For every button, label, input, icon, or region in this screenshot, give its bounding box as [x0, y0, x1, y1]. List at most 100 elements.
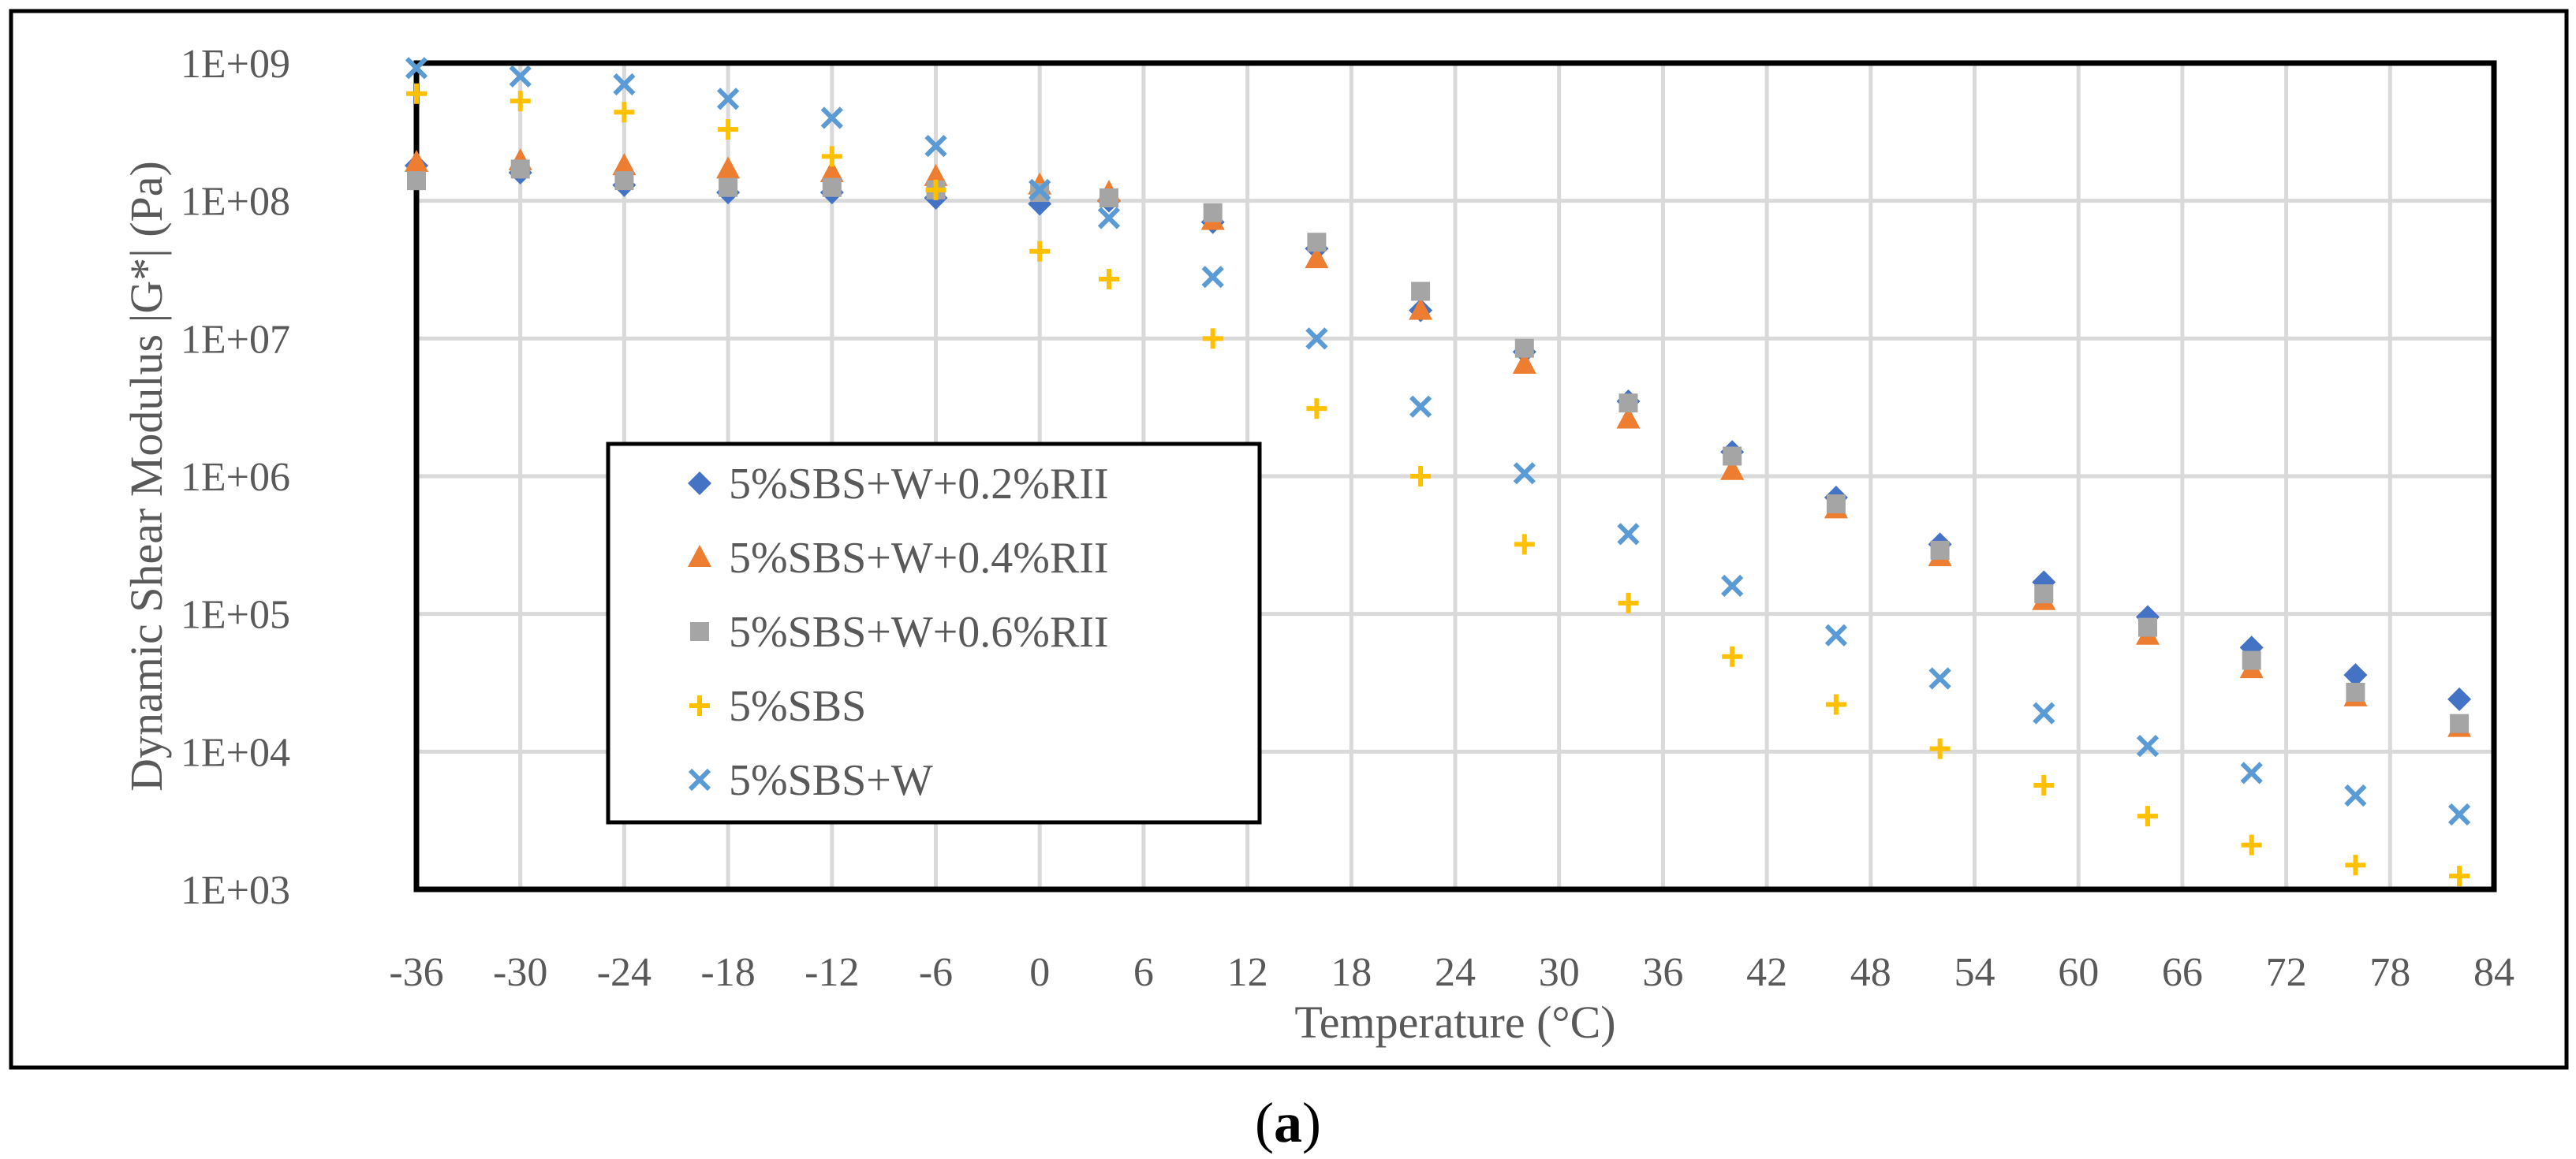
data-point-s1-12 [1616, 406, 1641, 429]
data-point-s3-18 [2241, 834, 2262, 855]
data-point-s3-0 [406, 83, 427, 104]
x-tick-label: -12 [805, 950, 859, 995]
legend-entry-3: 5%SBS [689, 682, 866, 731]
data-point-s2-3 [719, 177, 738, 197]
legend-entries: 5%SBS+W+0.2%RII 5%SBS+W+0.4%RII 5%SBS+W+0.… [688, 460, 1109, 805]
data-point-s1-13 [1720, 457, 1745, 480]
legend-label-3: 5%SBS [729, 682, 866, 731]
data-point-s3-13 [1722, 646, 1743, 667]
data-point-s2-20 [2450, 714, 2470, 733]
data-point-s3-5 [925, 179, 946, 200]
x-tick-label: 12 [1227, 950, 1268, 995]
caption-close-paren: ) [1302, 1091, 1321, 1154]
x-tick-labels: -36 -30 -24 -18 -12 -6 0 6 12 18 24 30 36 42 48 54 60 66 7… [389, 950, 2514, 995]
data-point-s1-11 [1512, 352, 1536, 375]
x-tick-label: 30 [1539, 950, 1580, 995]
data-point-s3-9 [1306, 398, 1327, 419]
data-point-s4-14 [1824, 624, 1848, 647]
x-tick-label: -6 [919, 950, 953, 995]
data-point-s3-19 [2345, 855, 2366, 876]
data-point-s2-15 [1930, 540, 1950, 560]
data-point-s2-8 [1203, 203, 1223, 222]
data-point-s3-17 [2137, 806, 2158, 827]
x-tick-label: -30 [493, 950, 547, 995]
legend-entry-0: 5%SBS+W+0.2%RII [688, 460, 1109, 509]
data-point-s3-3 [718, 119, 739, 140]
x-tick-label: 18 [1331, 950, 1372, 995]
legend-marker-3 [689, 695, 710, 716]
data-point-s4-1 [509, 65, 532, 88]
legend-entry-4: 5%SBS+W [688, 756, 933, 805]
data-point-s2-1 [510, 159, 530, 179]
data-point-s3-12 [1618, 592, 1639, 613]
data-series [405, 57, 2472, 887]
data-point-s1-3 [716, 156, 741, 179]
data-point-s0-20 [2447, 687, 2472, 711]
x-tick-label: 36 [1642, 950, 1683, 995]
legend-entry-2: 5%SBS+W+0.6%RII [690, 608, 1109, 657]
x-tick-label: 48 [1850, 950, 1891, 995]
data-point-s0-19 [2343, 663, 2368, 688]
data-point-s3-15 [1929, 738, 1951, 759]
data-point-s4-5 [924, 135, 947, 158]
data-point-s4-7 [1097, 207, 1121, 229]
x-tick-label: -18 [700, 950, 755, 995]
data-point-s2-13 [1723, 446, 1742, 466]
data-point-s3-16 [2033, 774, 2055, 796]
data-point-s4-15 [1928, 667, 1951, 690]
y-axis-title: Dynamic Shear Modulus |G*| (Pa) [121, 161, 172, 792]
legend-label-4: 5%SBS+W [729, 756, 933, 805]
data-point-s2-10 [1411, 281, 1431, 301]
series-2 [407, 159, 2470, 733]
data-point-s4-0 [405, 57, 428, 80]
data-point-s4-9 [1305, 327, 1328, 350]
x-tick-label: 78 [2369, 950, 2410, 995]
x-tick-label: 0 [1029, 950, 1050, 995]
data-point-s2-18 [2242, 650, 2261, 670]
data-point-s4-3 [716, 88, 740, 110]
data-point-s4-17 [2136, 734, 2160, 758]
data-point-s4-19 [2344, 784, 2367, 807]
y-tick-label: 1E+03 [181, 868, 290, 913]
legend-entry-1: 5%SBS+W+0.4%RII [688, 534, 1109, 583]
legend-box [606, 442, 1262, 825]
data-point-s4-12 [1617, 523, 1640, 546]
data-point-s2-19 [2346, 682, 2365, 702]
y-tick-label: 1E+05 [181, 593, 290, 638]
data-point-s4-13 [1721, 574, 1744, 598]
legend-marker-0 [688, 471, 711, 495]
data-point-s3-1 [510, 91, 531, 112]
y-tick-label: 1E+07 [181, 317, 290, 362]
data-point-s3-7 [1099, 268, 1119, 289]
plot-area-border [413, 60, 2497, 893]
data-point-s1-2 [612, 153, 637, 176]
series-3 [406, 83, 2470, 887]
caption-open-paren: ( [1255, 1091, 1274, 1154]
y-tick-label: 1E+06 [181, 455, 290, 500]
x-tick-label: -24 [597, 950, 651, 995]
legend-marker-1 [688, 545, 711, 567]
x-tick-label: 72 [2266, 950, 2307, 995]
data-point-s2-17 [2138, 617, 2157, 637]
legend-marker-2 [690, 622, 709, 641]
x-tick-label: 24 [1435, 950, 1476, 995]
y-tick-label: 1E+08 [181, 180, 290, 225]
data-point-s2-9 [1307, 233, 1327, 252]
data-point-s2-16 [2034, 584, 2054, 604]
data-point-s2-2 [614, 171, 634, 191]
data-point-s1-4 [819, 160, 844, 183]
data-point-s4-18 [2240, 762, 2263, 784]
x-tick-label: 42 [1746, 950, 1787, 995]
legend: 5%SBS+W+0.2%RII 5%SBS+W+0.4%RII 5%SBS+W+0.… [606, 442, 1262, 825]
series-4 [405, 57, 2471, 826]
x-tick-label: 60 [2058, 950, 2099, 995]
legend-marker-4 [688, 768, 711, 792]
data-point-s3-2 [614, 102, 635, 123]
data-point-s4-6 [1029, 178, 1051, 201]
x-tick-label: 66 [2162, 950, 2203, 995]
data-point-s3-20 [2449, 866, 2470, 887]
data-point-s3-8 [1202, 328, 1223, 349]
data-point-s4-4 [820, 106, 843, 129]
data-point-s4-20 [2447, 803, 2471, 826]
